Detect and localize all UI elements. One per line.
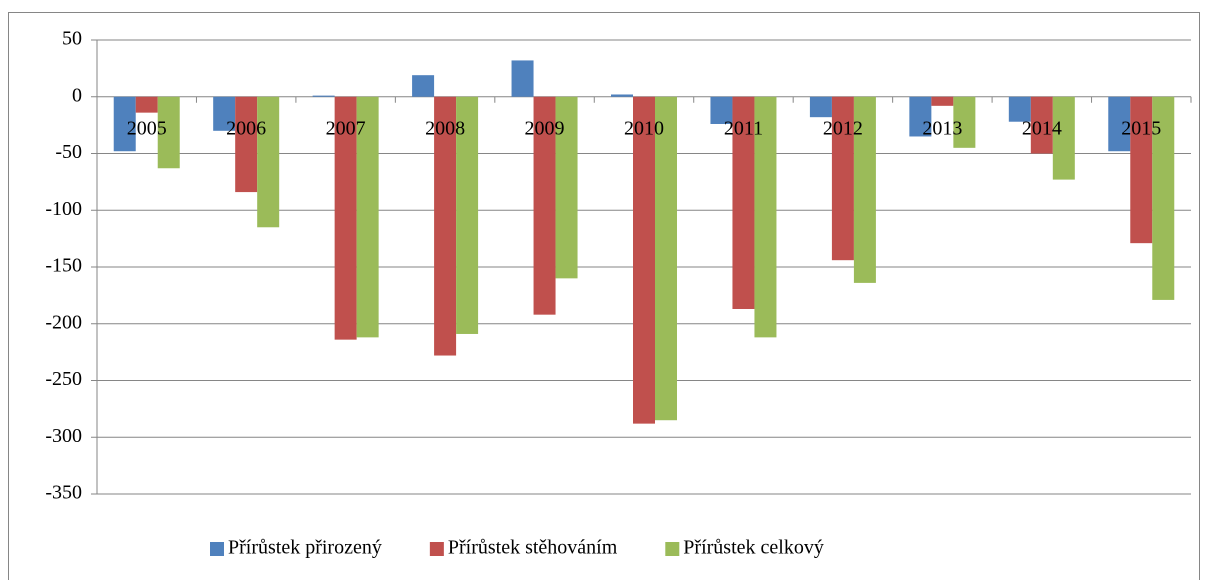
bar (257, 96, 280, 228)
legend-label: Přírůstek přirozený (228, 537, 382, 559)
bar (412, 75, 435, 97)
bar (953, 96, 976, 148)
bar (434, 96, 457, 356)
y-tick-label: -300 (45, 425, 82, 447)
bar (456, 96, 479, 334)
bar (533, 96, 556, 315)
legend-swatch (665, 542, 680, 556)
x-tick-label: 2012 (823, 117, 863, 139)
bar (356, 96, 379, 338)
y-tick-label: -150 (45, 255, 82, 277)
bar (611, 94, 633, 97)
x-tick-label: 2015 (1121, 117, 1161, 139)
x-tick-label: 2005 (127, 117, 167, 139)
bar (1130, 96, 1153, 244)
x-tick-label: 2008 (425, 117, 465, 139)
legend-label: Přírůstek celkový (683, 537, 824, 559)
bar (633, 96, 655, 424)
bar (157, 96, 180, 169)
bar (235, 96, 258, 193)
bar (1152, 96, 1175, 300)
y-tick-label: -250 (45, 368, 82, 390)
bar (113, 96, 136, 152)
x-tick-label: 2011 (724, 117, 763, 139)
bar (1008, 96, 1031, 122)
x-tick-label: 2010 (624, 117, 664, 139)
y-tick-label: 50 (62, 28, 82, 50)
bar (931, 96, 954, 106)
bar (710, 96, 733, 124)
bar (334, 96, 357, 340)
y-tick-label: -350 (45, 482, 82, 504)
x-tick-label: 2006 (226, 117, 266, 139)
bar (909, 96, 932, 137)
bar (1108, 96, 1131, 152)
y-tick-label: -200 (45, 311, 82, 333)
bar (135, 96, 158, 113)
bar (555, 96, 578, 279)
legend-swatch (210, 542, 224, 556)
bar (754, 96, 777, 338)
bar (809, 96, 832, 118)
x-tick-label: 2014 (1022, 117, 1062, 139)
y-tick-label: 0 (72, 84, 82, 106)
bar (732, 96, 755, 309)
bar (312, 95, 335, 97)
legend-swatch (429, 542, 444, 556)
bar (853, 96, 876, 283)
y-tick-label: -50 (55, 141, 82, 163)
x-tick-label: 2007 (326, 117, 366, 139)
x-tick-label: 2009 (525, 117, 565, 139)
legend-label: Přírůstek stěhováním (448, 537, 618, 559)
bar (1030, 96, 1053, 154)
bar (511, 60, 534, 97)
bar (831, 96, 854, 261)
chart-frame (8, 12, 1200, 580)
x-tick-label: 2013 (922, 117, 962, 139)
y-tick-label: -100 (45, 198, 82, 220)
bar (655, 96, 677, 421)
bar (213, 96, 236, 131)
bar (1052, 96, 1075, 180)
